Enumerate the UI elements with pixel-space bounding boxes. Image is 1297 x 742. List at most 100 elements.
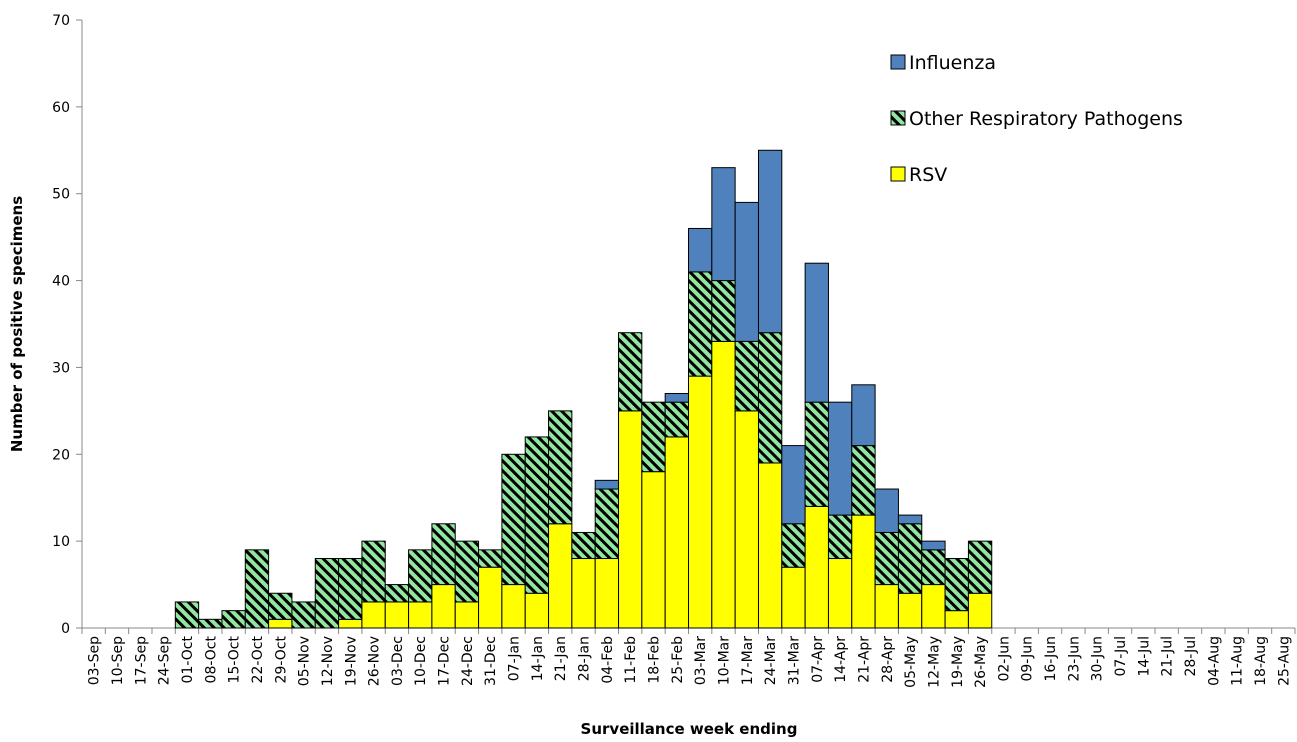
x-tick-label: 17-Mar: [740, 636, 756, 686]
bar-segment: [688, 375, 713, 629]
x-tick-label: 10-Mar: [716, 636, 732, 686]
bar-segment: [664, 401, 690, 438]
x-tick-label: 01-Oct: [180, 635, 196, 683]
bar-segment: [944, 610, 969, 629]
x-tick-label: 23-Jun: [1066, 636, 1082, 682]
bar-segment: [548, 410, 573, 525]
bar-segment: [874, 584, 899, 629]
x-tick-label: 14-Apr: [833, 636, 849, 683]
x-tick-label: 16-Jun: [1043, 636, 1059, 682]
bar-segment: [897, 514, 923, 525]
x-tick-label: 19-May: [950, 636, 966, 688]
bar-segment: [454, 601, 480, 629]
x-tick-label: 07-Apr: [810, 636, 826, 683]
bar-segment: [897, 523, 923, 594]
y-axis-title: Number of positive specimens: [8, 196, 26, 452]
bar-segment: [688, 271, 713, 377]
bar-segment: [501, 584, 526, 629]
bar-segment: [711, 340, 736, 629]
bar-segment: [757, 149, 783, 334]
bar-segment: [757, 462, 783, 629]
legend-swatch: [890, 110, 906, 126]
bar-segment: [827, 514, 853, 560]
bar-segment: [244, 549, 270, 629]
x-tick-label: 26-May: [973, 636, 989, 688]
bar-segment: [781, 523, 806, 568]
bar-segment: [757, 332, 783, 464]
bar-segment: [734, 340, 759, 412]
bar-segment: [384, 601, 410, 629]
bar-segment: [851, 514, 876, 629]
bar-segment: [944, 558, 969, 612]
bar-segment: [664, 436, 690, 629]
x-tick-label: 03-Mar: [693, 636, 709, 686]
bar-segment: [921, 540, 946, 551]
bar-segment: [874, 488, 899, 533]
bar-segment: [478, 549, 503, 568]
x-tick-label: 28-Jan: [577, 636, 593, 681]
x-tick-label: 19-Nov: [343, 636, 359, 686]
legend-label: RSV: [909, 164, 947, 186]
x-tick-label: 24-Dec: [460, 636, 476, 686]
bar-segment: [967, 540, 993, 594]
bar-segment: [641, 401, 666, 473]
x-tick-label: 10-Sep: [110, 636, 126, 685]
x-tick-label: 05-May: [903, 636, 919, 688]
bar-segment: [571, 531, 596, 560]
y-tick-label: 10: [52, 534, 70, 550]
x-tick-label: 22-Oct: [250, 635, 266, 683]
bar-segment: [641, 471, 666, 629]
bar-segment: [501, 453, 526, 586]
x-tick-label: 04-Aug: [1206, 636, 1222, 686]
x-tick-label: 30-Jun: [1090, 636, 1106, 682]
bar-segment: [431, 523, 456, 586]
bar-segment: [874, 531, 899, 586]
x-axis-title: Surveillance week ending: [581, 720, 798, 738]
bar-segment: [384, 584, 410, 603]
bar-segment: [921, 584, 946, 629]
x-tick-label: 05-Nov: [297, 636, 313, 686]
y-tick-label: 30: [52, 360, 70, 376]
x-tick-label: 04-Feb: [600, 636, 616, 684]
bar-segment: [431, 584, 456, 629]
x-tick-label: 17-Dec: [437, 636, 453, 686]
bar-segment: [664, 392, 690, 403]
x-tick-label: 14-Jan: [530, 636, 546, 681]
x-tick-label: 15-Oct: [227, 635, 243, 683]
bar-segment: [338, 558, 363, 620]
x-tick-label: 07-Jan: [507, 636, 523, 681]
bar-segment: [804, 505, 829, 629]
legend-swatch: [890, 54, 906, 70]
bar-segment: [361, 540, 386, 603]
x-tick-label: 18-Aug: [1253, 636, 1269, 686]
bar-segment: [781, 445, 806, 525]
bar-segment: [851, 445, 876, 516]
x-tick-label: 12-May: [926, 636, 942, 688]
bar-segment: [338, 618, 363, 629]
bar-segment: [711, 280, 736, 342]
x-tick-label: 03-Dec: [390, 636, 406, 686]
legend-label: Influenza: [909, 52, 996, 74]
bar-segment: [291, 601, 316, 629]
y-tick-label: 70: [52, 13, 70, 29]
x-tick-label: 31-Dec: [483, 636, 499, 686]
x-tick-label: 18-Feb: [647, 636, 663, 684]
x-tick-label: 29-Oct: [273, 635, 289, 683]
bar-segment: [524, 592, 550, 629]
x-tick-label: 24-Mar: [763, 636, 779, 686]
bar-segment: [594, 558, 620, 629]
x-tick-label: 11-Feb: [623, 636, 639, 684]
x-tick-label: 03-Sep: [87, 636, 103, 685]
bar-segment: [921, 549, 946, 586]
y-tick-label: 50: [52, 187, 70, 203]
x-tick-label: 14-Jul: [1136, 636, 1152, 677]
bar-segment: [478, 566, 503, 629]
x-tick-label: 09-Jun: [1020, 636, 1036, 682]
bar-segment: [827, 558, 853, 629]
bar-segment: [734, 201, 759, 342]
bar-segment: [781, 566, 806, 629]
bar-segment: [804, 401, 829, 507]
bar-segment: [967, 592, 993, 629]
